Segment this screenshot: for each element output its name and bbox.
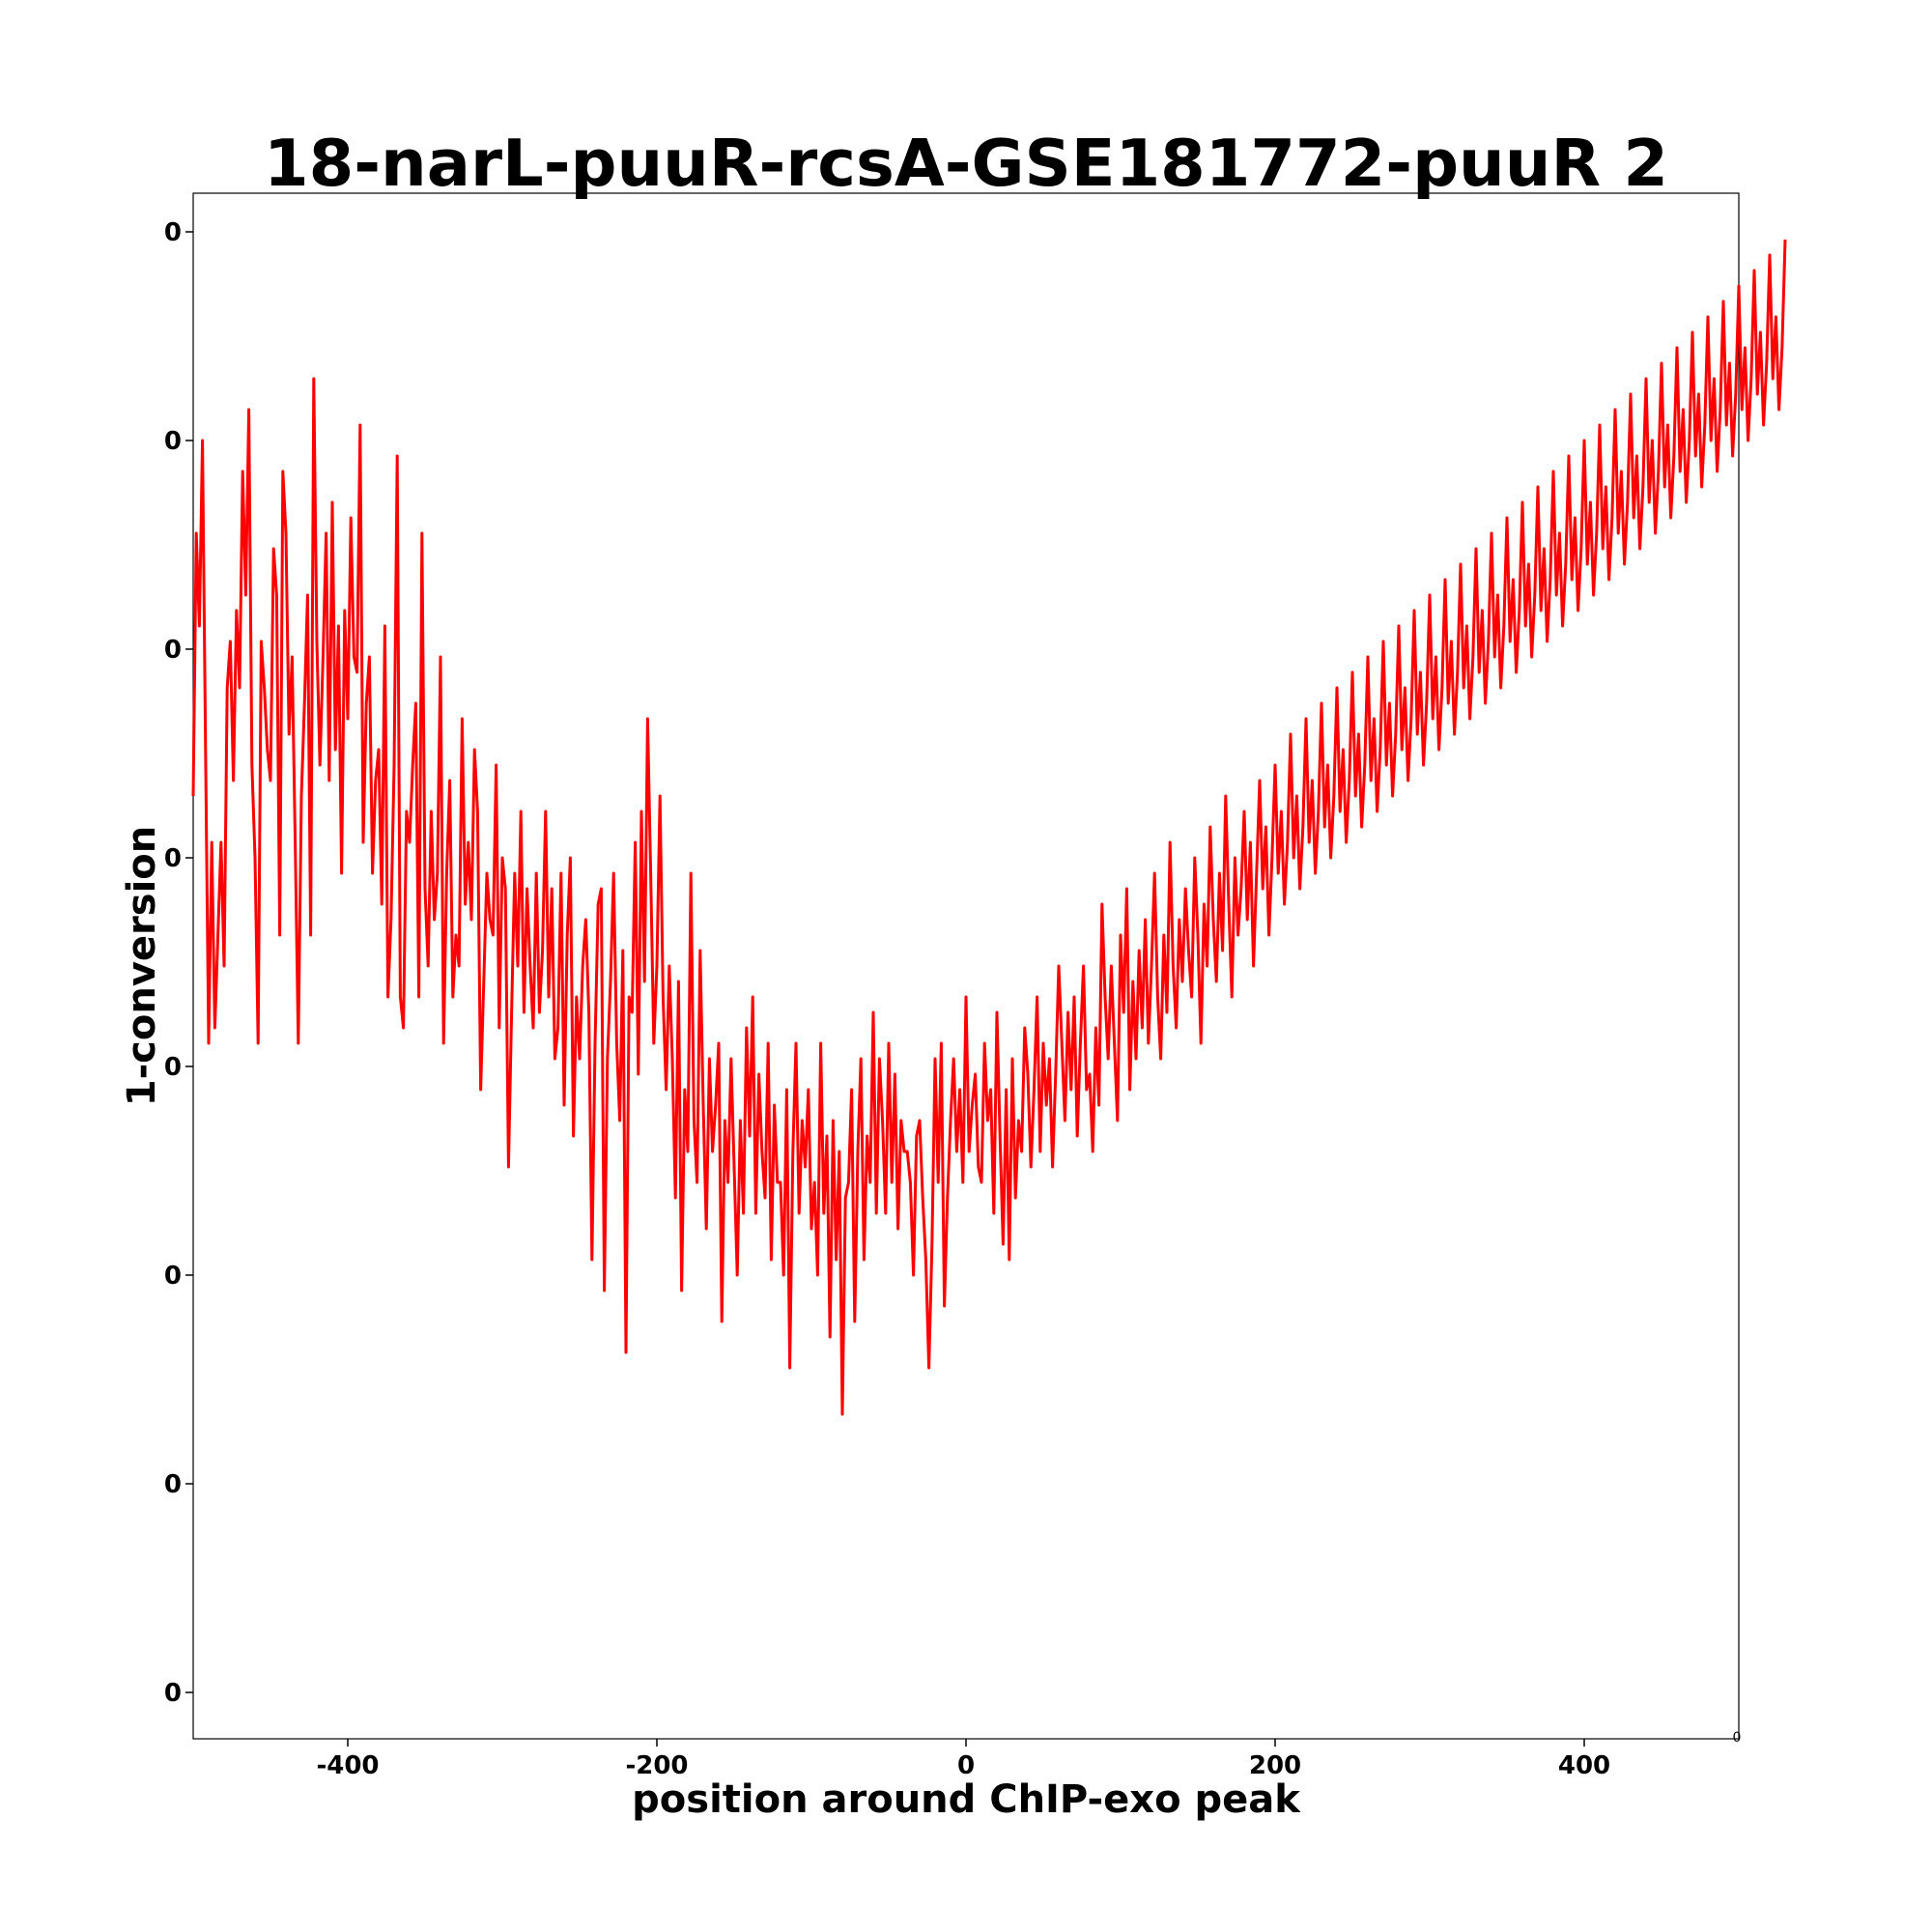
x-tick-label: -400	[316, 1751, 379, 1780]
y-tick-label: 0	[164, 1053, 182, 1082]
axis-offset-label: 0	[1733, 1730, 1742, 1746]
x-tick-label: 0	[957, 1751, 975, 1780]
x-tick-label: -200	[625, 1751, 688, 1780]
x-tick-label: 200	[1249, 1751, 1301, 1780]
y-axis-ticks: 0 0 0 0 0 0 0 0	[164, 218, 193, 1708]
y-axis-label: 1-conversion	[120, 826, 164, 1107]
y-tick-label: 0	[164, 218, 182, 247]
y-tick-label: 0	[164, 844, 182, 873]
x-axis-label: position around ChIP-exo peak	[632, 1777, 1301, 1822]
series-layer	[191, 239, 1787, 1416]
y-tick-label: 0	[164, 427, 182, 456]
y-tick-label: 0	[164, 1470, 182, 1499]
y-tick-label: 0	[164, 636, 182, 665]
y-tick-label: 0	[164, 1679, 182, 1708]
series-line-0	[191, 239, 1787, 1416]
x-tick-label: 400	[1558, 1751, 1610, 1780]
y-tick-label: 0	[164, 1262, 182, 1291]
x-axis-ticks: -400 -200 0 200 400	[316, 1739, 1610, 1780]
chart-title: 18-narL-puuR-rcsA-GSE181772-puuR 2	[264, 126, 1668, 201]
plot-area: -400 -200 0 200 400 0 0 0 0 0 0 0 0 0	[164, 192, 1787, 1780]
